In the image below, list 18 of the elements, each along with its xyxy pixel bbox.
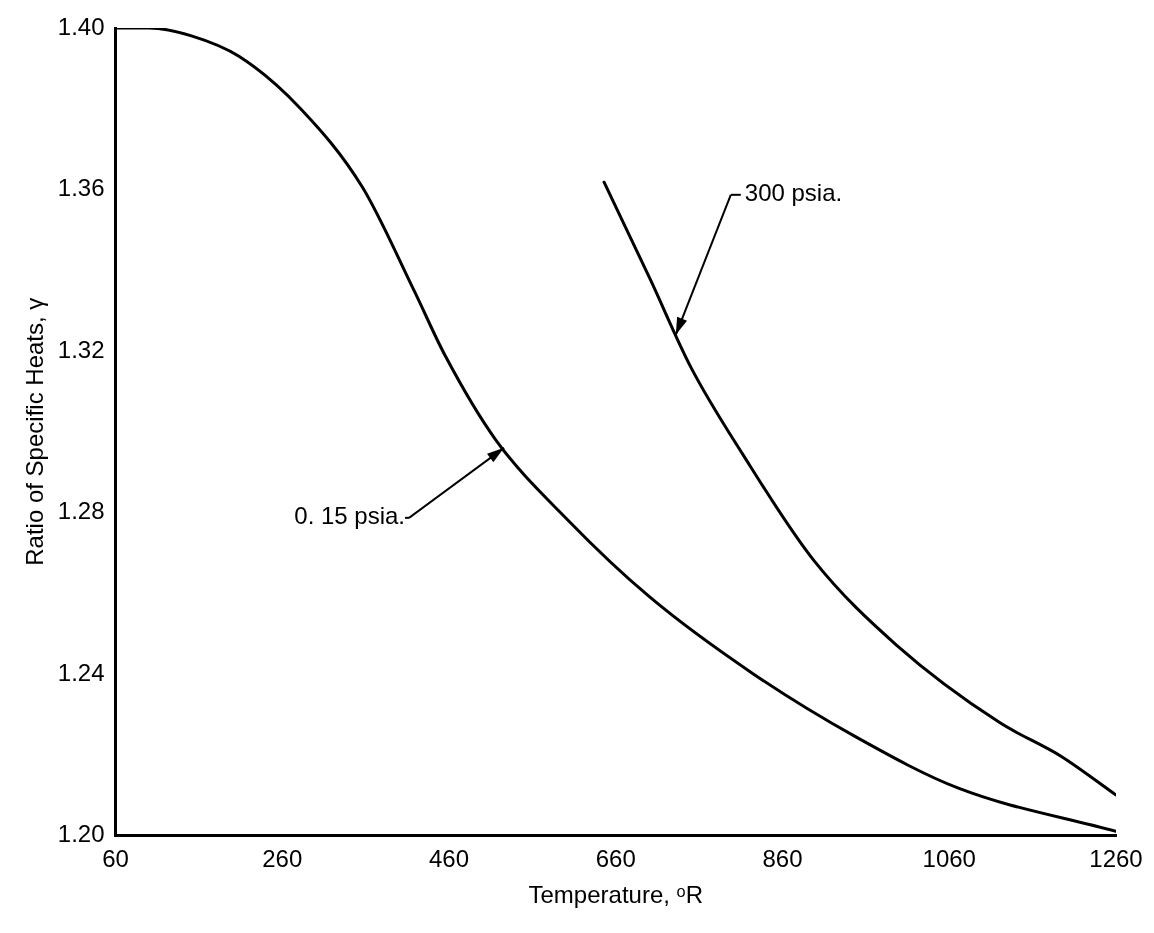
- x-tick-label: 60: [102, 845, 129, 873]
- x-tick-label: 1260: [1089, 845, 1143, 873]
- annotation: 300 psia.: [744, 179, 843, 207]
- x-axis-title: Temperature, ᵒR: [528, 881, 703, 909]
- y-tick-label: 1.20: [57, 820, 105, 848]
- x-tick-label: 260: [262, 845, 303, 873]
- x-tick-label: 1060: [922, 845, 976, 873]
- x-tick-label: 460: [428, 845, 470, 873]
- x-tick-label: 860: [762, 845, 803, 873]
- y-tick-label: 1.28: [57, 497, 105, 525]
- y-tick-label: 1.36: [57, 174, 105, 202]
- y-tick-label: 1.32: [57, 335, 105, 363]
- y-tick-label: 1.24: [57, 658, 105, 686]
- y-tick-label: 1.40: [57, 12, 105, 40]
- annotation: 0. 15 psia.: [294, 502, 406, 530]
- y-axis-title: Ratio of Specific Heats, γ: [21, 297, 49, 566]
- line-series: [602, 180, 1116, 797]
- x-tick-label: 660: [595, 845, 636, 873]
